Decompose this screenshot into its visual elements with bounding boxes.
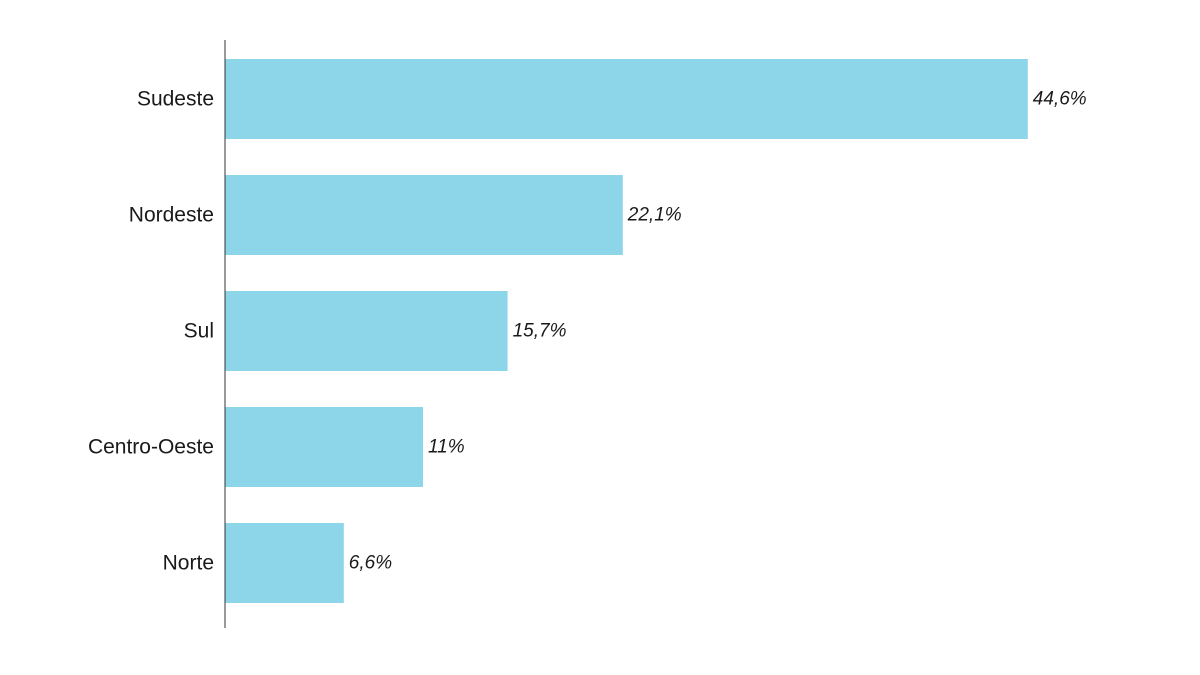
category-label-nordeste: Nordeste <box>129 204 214 227</box>
category-label-norte: Norte <box>163 552 214 575</box>
category-label-sudeste: Sudeste <box>137 88 214 111</box>
value-label-centro-oeste: 11% <box>428 437 465 458</box>
value-label-sudeste: 44,6% <box>1033 89 1087 110</box>
bar-nordeste <box>225 175 623 255</box>
value-label-nordeste: 22,1% <box>627 205 682 226</box>
value-label-sul: 15,7% <box>513 321 567 342</box>
category-label-sul: Sul <box>184 320 214 343</box>
bars-group <box>225 59 1028 603</box>
value-label-norte: 6,6% <box>349 553 392 574</box>
bar-sudeste <box>225 59 1028 139</box>
value-labels: 44,6% 22,1% 15,7% 11% 6,6% <box>349 89 1087 574</box>
category-labels: Sudeste Nordeste Sul Centro-Oeste Norte <box>88 88 214 575</box>
category-label-centro-oeste: Centro-Oeste <box>88 436 214 459</box>
bar-sul <box>225 291 508 371</box>
bar-norte <box>225 523 344 603</box>
bar-centro-oeste <box>225 407 423 487</box>
